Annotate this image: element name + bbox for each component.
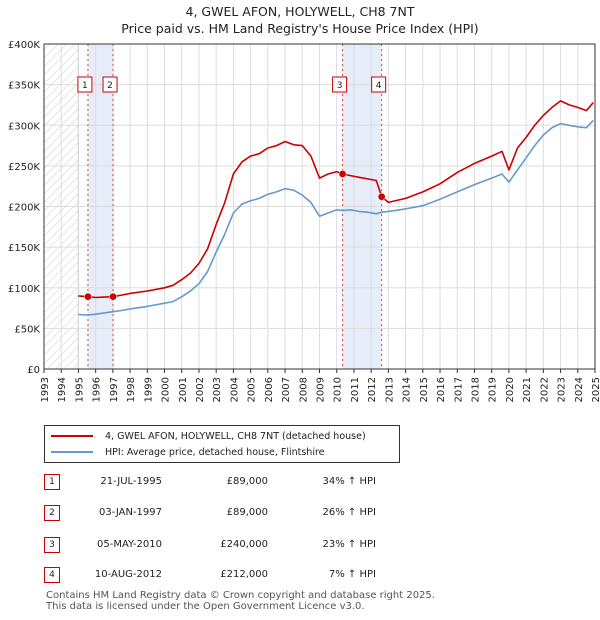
x-tick-label: 1996 [92, 377, 103, 402]
x-tick-label: 2004 [229, 377, 240, 402]
x-tick-label: 2008 [298, 377, 309, 402]
transaction-marker-label: 4 [376, 81, 382, 91]
transaction-number: 2 [44, 505, 60, 521]
transaction-number: 1 [44, 474, 60, 490]
x-tick-label: 2002 [195, 377, 206, 402]
transaction-marker-box [371, 76, 387, 93]
table-row: 1 21-JUL-1995 £89,000 34% ↑ HPI [44, 474, 564, 490]
table-row: 2 03-JAN-1997 £89,000 26% ↑ HPI [44, 505, 564, 521]
x-tick-label: 2021 [522, 377, 533, 402]
x-tick-label: 2023 [557, 377, 568, 402]
y-tick-label: £250K [8, 162, 40, 173]
x-tick-label: 1997 [109, 377, 120, 402]
x-tick-label: 1993 [40, 377, 51, 402]
transaction-marker-label: 1 [82, 81, 88, 91]
x-tick-label: 2013 [384, 377, 395, 402]
transaction-hpi: 7% ↑ HPI [328, 569, 376, 580]
transaction-point [377, 192, 386, 201]
transaction-marker-box [332, 76, 348, 93]
chart-title: 4, GWEL AFON, HOLYWELL, CH8 7NT [185, 4, 415, 19]
y-tick-label: £400K [8, 40, 40, 51]
footer-copyright: Contains HM Land Registry data © Crown c… [46, 590, 435, 601]
table-row: 3 05-MAY-2010 £240,000 23% ↑ HPI [44, 537, 564, 553]
x-tick-label: 1998 [126, 377, 137, 402]
x-tick-label: 2020 [505, 377, 516, 402]
transaction-hpi: 26% ↑ HPI [322, 507, 376, 518]
y-tick-label: £50K [14, 324, 40, 335]
legend-swatch-hpi [51, 451, 93, 453]
transaction-price: £212,000 [220, 569, 268, 580]
transaction-date: 21-JUL-1995 [100, 476, 162, 487]
x-tick-label: 2007 [281, 377, 292, 402]
x-tick-label: 2014 [402, 377, 413, 402]
x-tick-label: 2018 [470, 377, 481, 402]
x-tick-label: 2006 [264, 377, 275, 402]
plot-frame [43, 43, 596, 370]
y-tick-label: £0 [27, 365, 40, 376]
legend-label-hpi: HPI: Average price, detached house, Flin… [105, 446, 325, 458]
legend: 4, GWEL AFON, HOLYWELL, CH8 7NT (detache… [44, 425, 400, 463]
x-tick-label: 2003 [212, 377, 223, 402]
series-line-property [78, 100, 594, 299]
legend-label-property: 4, GWEL AFON, HOLYWELL, CH8 7NT (detache… [105, 430, 366, 442]
transaction-marker-box [77, 76, 93, 93]
y-tick-label: £100K [8, 284, 40, 295]
transaction-date: 03-JAN-1997 [98, 507, 162, 518]
x-tick-label: 2009 [316, 377, 327, 402]
price-chart: £0 £50K £100K £150K £200K £250K £300K £350K £400… [8, 40, 600, 402]
y-tick-label: £200K [8, 203, 40, 214]
chart-subtitle: Price paid vs. HM Land Registry's House … [121, 21, 479, 36]
transaction-marker-label: 3 [337, 81, 343, 91]
transaction-point [109, 292, 117, 301]
transaction-point [338, 170, 347, 178]
transaction-point [84, 292, 92, 301]
x-tick-label: 2025 [591, 377, 600, 402]
footer-licence: This data is licensed under the Open Gov… [46, 601, 365, 612]
x-tick-label: 2011 [350, 377, 361, 402]
transaction-number: 3 [44, 537, 60, 553]
x-tick-label: 2012 [367, 377, 378, 402]
x-tick-label: 2022 [539, 377, 550, 402]
legend-item-property: 4, GWEL AFON, HOLYWELL, CH8 7NT (detache… [51, 429, 366, 443]
x-tick-label: 2005 [247, 377, 258, 402]
x-tick-label: 2019 [488, 377, 499, 402]
x-tick-label: 2015 [419, 377, 430, 402]
series-line-hpi [78, 119, 594, 316]
transaction-number: 4 [44, 567, 60, 583]
y-tick-label: £150K [8, 243, 40, 254]
transaction-date: 10-AUG-2012 [94, 569, 162, 580]
x-tick-label: 2000 [161, 377, 172, 402]
transaction-marker-box [102, 76, 118, 93]
y-tick-label: £300K [8, 121, 40, 132]
transaction-marker-label: 2 [107, 81, 113, 91]
x-tick-label: 1995 [74, 377, 85, 402]
transaction-price: £89,000 [226, 476, 268, 487]
x-tick-label: 2001 [178, 377, 189, 402]
transaction-date: 05-MAY-2010 [96, 539, 162, 550]
x-tick-label: 1999 [143, 377, 154, 402]
footer: Contains HM Land Registry data © Crown c… [46, 590, 435, 612]
transaction-hpi: 23% ↑ HPI [322, 539, 376, 550]
transaction-hpi: 34% ↑ HPI [322, 476, 376, 487]
x-tick-label: 2017 [453, 377, 464, 402]
transaction-price: £89,000 [226, 507, 268, 518]
legend-swatch-property [51, 435, 93, 437]
x-tick-label: 2016 [436, 377, 447, 402]
x-tick-label: 1994 [57, 377, 68, 402]
transaction-price: £240,000 [220, 539, 268, 550]
table-row: 4 10-AUG-2012 £212,000 7% ↑ HPI [44, 567, 564, 583]
y-tick-label: £350K [8, 81, 40, 92]
x-tick-label: 2024 [574, 377, 585, 402]
legend-item-hpi: HPI: Average price, detached house, Flin… [51, 445, 325, 459]
x-tick-label: 2010 [333, 377, 344, 402]
